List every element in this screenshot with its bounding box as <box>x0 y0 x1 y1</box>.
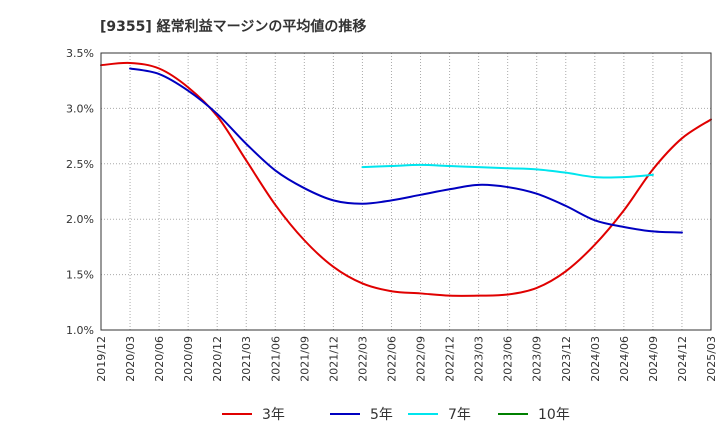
x-tick-label: 2024/06 <box>618 336 631 382</box>
x-tick-label: 2024/03 <box>589 336 602 382</box>
y-tick-label: 2.0% <box>66 213 94 226</box>
y-tick-label: 3.5% <box>66 47 94 60</box>
x-tick-label: 2021/06 <box>269 336 282 382</box>
plot-frame <box>100 52 712 331</box>
y-tick-label: 3.0% <box>66 102 94 115</box>
legend-label: 3年 <box>262 407 285 423</box>
x-tick-label: 2020/12 <box>211 336 224 382</box>
x-tick-label: 2020/03 <box>124 336 137 382</box>
legend: 3年 5年 7年 10年 <box>222 407 570 423</box>
x-tick-label: 2020/06 <box>153 336 166 382</box>
legend-label: 5年 <box>370 407 393 423</box>
legend-label: 7年 <box>448 407 471 423</box>
x-tick-label: 2022/12 <box>444 336 457 382</box>
y-tick-label: 1.5% <box>66 269 94 282</box>
grid-lines <box>101 53 711 330</box>
x-tick-label: 2023/09 <box>531 336 544 382</box>
chart-title: [9355] 経常利益マージンの平均値の推移 <box>100 18 366 35</box>
y-axis: 3.5% 3.0% 2.5% 2.0% 1.5% 1.0% <box>66 47 94 337</box>
x-tick-label: 2021/09 <box>298 336 311 382</box>
x-tick-label: 2023/12 <box>560 336 573 382</box>
series-line <box>361 163 654 179</box>
series-line <box>100 61 712 297</box>
x-tick-label: 2025/03 <box>705 336 718 382</box>
legend-label: 10年 <box>538 407 570 423</box>
series-line <box>129 67 683 234</box>
y-tick-label: 1.0% <box>66 324 94 337</box>
x-tick-label: 2022/06 <box>385 336 398 382</box>
x-tick-label: 2023/06 <box>502 336 515 382</box>
x-tick-label: 2024/12 <box>676 336 689 382</box>
x-tick-label: 2024/09 <box>647 336 660 382</box>
x-tick-label: 2023/03 <box>473 336 486 382</box>
x-tick-label: 2019/12 <box>95 336 108 382</box>
x-tick-label: 2021/03 <box>240 336 253 382</box>
x-tick-label: 2020/09 <box>182 336 195 382</box>
x-tick-label: 2021/12 <box>327 336 340 382</box>
x-axis: 2019/12 2020/03 2020/06 2020/09 2020/12 2021/… <box>95 336 718 382</box>
x-tick-label: 2022/03 <box>356 336 369 382</box>
y-tick-label: 2.5% <box>66 158 94 171</box>
x-tick-label: 2022/09 <box>415 336 428 382</box>
series-lines <box>100 61 712 297</box>
